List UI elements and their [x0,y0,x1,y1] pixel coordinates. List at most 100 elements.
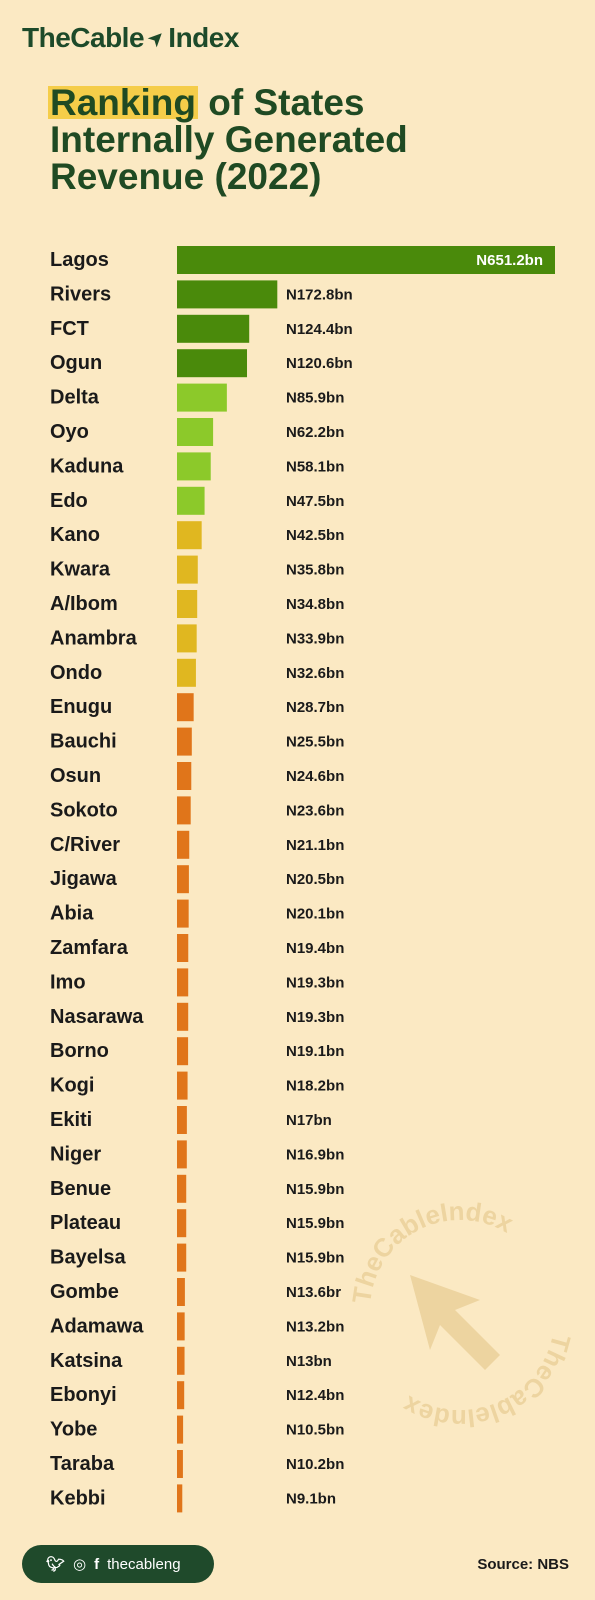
state-label: Plateau [50,1212,121,1234]
value-label: N19.1bn [286,1043,344,1060]
state-label: Imo [50,971,86,993]
bar [177,1140,187,1169]
value-label: N172.8bn [286,286,353,303]
bar [177,1037,189,1066]
value-label: N24.6bn [286,768,344,785]
value-label: N16.9bn [286,1146,344,1163]
state-label: C/River [50,834,120,856]
value-label: N58.1bn [286,458,344,475]
title-line3: Revenue (2022) [50,156,322,197]
bar [177,727,192,756]
watermark: TheCableIndex TheCableIndex [346,1196,577,1430]
state-label: Anambra [50,627,138,649]
value-label: N12.4bn [286,1387,344,1404]
bar [177,1106,187,1134]
bar [177,521,202,550]
bar [177,418,214,446]
value-label: N19.4bn [286,940,344,957]
bar [177,968,189,997]
value-label: N25.5bn [286,734,344,751]
value-label: N42.5bn [286,527,344,544]
bar [177,762,192,790]
instagram-icon[interactable]: ◎ [73,1556,87,1573]
bar [177,1415,184,1444]
value-label: N15.9bn [286,1181,344,1198]
brand-suffix: Index [168,22,239,53]
state-label: Lagos [50,249,109,271]
social-handle[interactable]: thecableng [107,1555,181,1573]
value-label: N28.7bn [286,699,344,716]
social-handle-pill[interactable]: 🐦︎ ◎ f thecableng [22,1545,214,1583]
state-label: Zamfara [50,937,129,959]
state-label: Kogi [50,1075,94,1097]
value-label: N10.5bn [286,1422,344,1439]
page-title: Ranking of States Internally Generated R… [48,82,570,197]
state-label: Rivers [50,283,111,305]
state-label: Osun [50,765,101,787]
value-label: N20.5bn [286,871,344,888]
value-label: N19.3bn [286,1009,344,1026]
arrow-icon [410,1275,500,1370]
value-label: N13.2bn [286,1318,344,1335]
state-label: Bayelsa [50,1247,126,1269]
state-label: Kwara [50,559,111,581]
value-label: N85.9bn [286,390,344,407]
state-label: Delta [50,387,100,409]
value-label: N10.2bn [286,1456,344,1473]
bar [177,1278,185,1306]
bar [177,1312,185,1341]
value-label: N47.5bn [286,493,344,510]
state-label: Benue [50,1178,111,1200]
state-label: Kaduna [50,455,124,477]
bar [177,796,191,825]
bar [177,590,198,618]
title-line2: Internally Generated [50,119,408,160]
state-label: FCT [50,318,89,340]
value-label: N19.3bn [286,974,344,991]
brand-name: TheCable [22,22,145,53]
bar [177,555,198,584]
value-label: N15.9bn [286,1215,344,1232]
state-label: Borno [50,1040,109,1062]
bar [177,1346,185,1375]
bar [177,1174,187,1203]
bar [177,934,189,962]
state-label: Enugu [50,696,112,718]
bar [177,658,196,687]
state-label: Ebonyi [50,1384,117,1406]
value-label: N13bn [286,1353,332,1370]
title-highlight: Ranking [48,82,198,123]
bar [177,1243,187,1272]
value-label: N23.6bn [286,802,344,819]
state-label: Kano [50,524,100,546]
facebook-icon[interactable]: f [94,1555,100,1573]
value-label: N33.9bn [286,630,344,647]
bar [177,280,278,309]
value-label: N34.8bn [286,596,344,613]
bar [177,314,250,343]
source-note: Source: NBS [477,1556,569,1573]
state-label: Taraba [50,1453,115,1475]
bar [177,624,197,653]
bar [177,693,194,722]
bar [177,1484,183,1513]
state-label: Ogun [50,352,102,374]
bar [177,486,205,515]
state-label: Jigawa [50,868,118,890]
bar [177,1002,189,1031]
state-label: Bauchi [50,731,117,753]
bar [177,865,189,894]
value-label: N18.2bn [286,1078,344,1095]
value-label: N17bn [286,1112,332,1129]
bar [177,349,248,378]
bar [177,830,190,859]
state-label: Ondo [50,662,102,684]
value-label: N13.6br [286,1284,341,1301]
state-label: Kebbi [50,1487,106,1509]
bar [177,1450,183,1478]
value-label: N124.4bn [286,321,353,338]
twitter-icon[interactable]: 🐦︎ [46,1556,66,1573]
state-label: Oyo [50,421,89,443]
state-label: Sokoto [50,799,118,821]
